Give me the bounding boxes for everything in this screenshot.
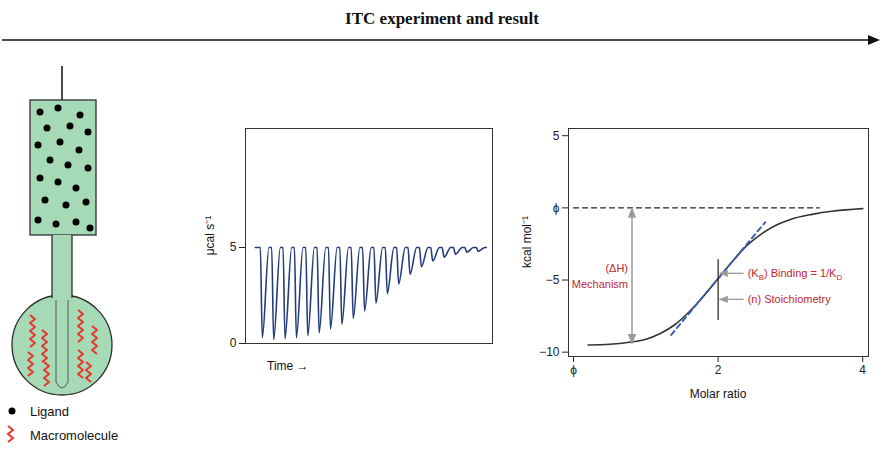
svg-text:ϕ: ϕ xyxy=(553,201,560,215)
svg-text:5: 5 xyxy=(553,129,560,143)
svg-text:ITC experiment and result: ITC experiment and result xyxy=(345,9,539,28)
svg-text:Time →: Time → xyxy=(267,359,309,373)
svg-text:Macromolecule: Macromolecule xyxy=(30,428,118,443)
svg-text:Ligand: Ligand xyxy=(30,404,69,419)
svg-text:2: 2 xyxy=(715,363,722,377)
svg-text:ϕ: ϕ xyxy=(570,363,577,377)
svg-text:5: 5 xyxy=(230,240,237,254)
svg-text:Molar ratio: Molar ratio xyxy=(690,387,747,401)
svg-text:μcal s⁻¹: μcal s⁻¹ xyxy=(203,216,217,256)
svg-text:Mechanism: Mechanism xyxy=(572,278,628,290)
svg-text:0: 0 xyxy=(230,336,237,350)
svg-text:(ΔH): (ΔH) xyxy=(605,262,628,274)
svg-text:(n) Stoichiometry: (n) Stoichiometry xyxy=(748,293,832,305)
svg-text:4: 4 xyxy=(859,363,866,377)
svg-text:(KB) Binding = 1/KD: (KB) Binding = 1/KD xyxy=(748,267,843,282)
svg-text:−5: −5 xyxy=(546,273,560,287)
svg-text:kcal mol⁻¹: kcal mol⁻¹ xyxy=(520,216,534,268)
svg-text:−10: −10 xyxy=(539,345,560,359)
